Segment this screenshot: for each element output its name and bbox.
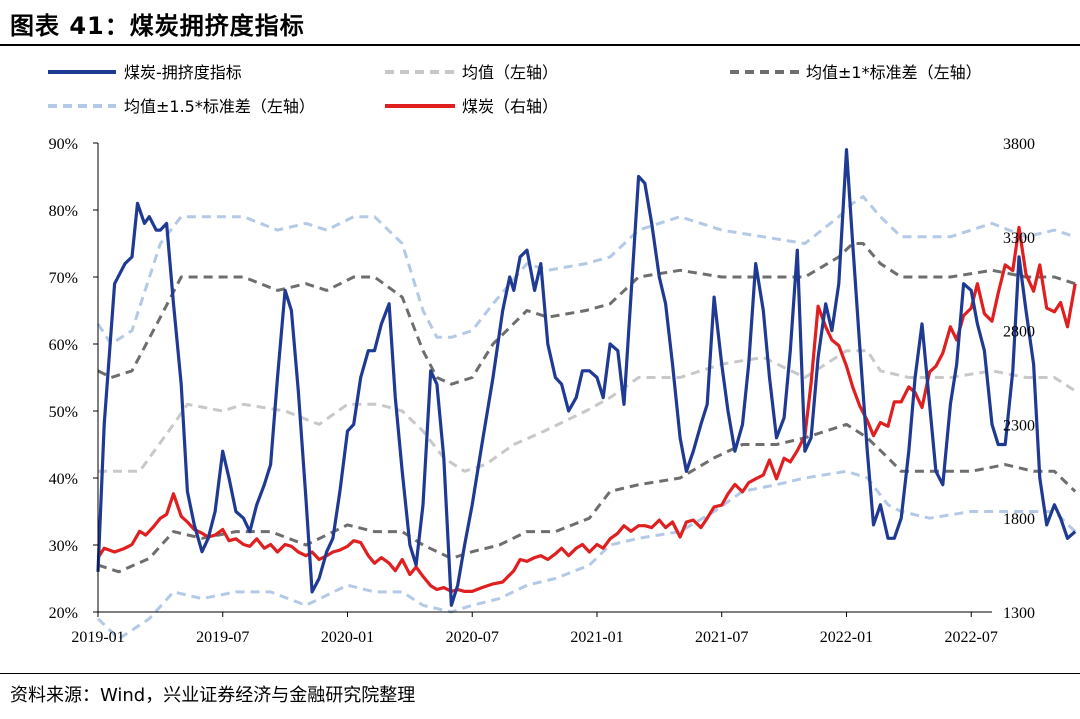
y-left-tick-label: 20% (49, 605, 78, 622)
y-right-tick-label: 3800 (1003, 136, 1035, 153)
x-tick-label: 2022-07 (945, 629, 998, 646)
legend-label: 均值±1.5*标准差（左轴） (124, 97, 315, 116)
y-left-tick-label: 80% (49, 203, 78, 220)
x-tick-label: 2019-01 (71, 629, 124, 646)
y-left-tick-label: 70% (49, 270, 78, 287)
y-left-tick-label: 60% (49, 337, 78, 354)
legend-label: 均值±1*标准差（左轴） (806, 63, 982, 82)
series-line-mean (98, 349, 1077, 473)
footer-rule (0, 673, 1080, 674)
legend-item-mean-1-5std: 均值±1.5*标准差（左轴） (48, 97, 315, 116)
title-rule (0, 44, 1080, 46)
x-tick-label: 2020-01 (321, 629, 374, 646)
series-line-mean-1std-lower (97, 422, 1077, 574)
legend-item-coal-crowding: 煤炭-拥挤度指标 (48, 63, 242, 82)
y-right-tick-label: 2800 (1003, 324, 1035, 341)
series-line-mean-1-5std-upper (96, 195, 1076, 346)
y-right-tick-label: 2300 (1003, 417, 1035, 434)
series-line-mean-1std-upper (97, 242, 1076, 386)
plot-area (96, 148, 1077, 641)
y-left-tick-label: 90% (49, 136, 78, 153)
y-right-tick-label: 3300 (1003, 230, 1035, 247)
x-tick-label: 2022-01 (820, 629, 873, 646)
legend-label: 均值（左轴） (462, 63, 558, 82)
x-tick-label: 2019-07 (196, 629, 249, 646)
legend-item-coal-price: 煤炭（右轴） (385, 97, 558, 116)
legend: 煤炭-拥挤度指标 均值（左轴） 均值±1*标准差（左轴） 均值±1.5*标准差（… (48, 63, 982, 116)
chart: 煤炭-拥挤度指标 均值（左轴） 均值±1*标准差（左轴） 均值±1.5*标准差（… (48, 63, 1077, 646)
legend-item-mean: 均值（左轴） (385, 63, 558, 82)
x-tick-label: 2021-01 (570, 629, 623, 646)
series-line-mean-1-5std-lower (96, 469, 1077, 641)
axes: 20% 30% 40% 50% 60% 70% 80% 90% 1300 1800 2300 2800… (49, 136, 1035, 646)
legend-label: 煤炭（右轴） (462, 97, 558, 116)
y-left-tick-label: 50% (49, 404, 78, 421)
legend-item-mean-1std: 均值±1*标准差（左轴） (730, 63, 982, 82)
x-tick-label: 2020-07 (446, 629, 499, 646)
y-right-tick-label: 1300 (1003, 605, 1035, 622)
source-note: 资料来源：Wind，兴业证券经济与金融研究院整理 (10, 685, 416, 706)
y-left-tick-label: 30% (49, 538, 78, 555)
figure-title: 图表 41：煤炭拥挤度指标 (10, 12, 305, 40)
x-tick-label: 2021-07 (695, 629, 748, 646)
y-right-tick-label: 1800 (1003, 511, 1035, 528)
legend-label: 煤炭-拥挤度指标 (124, 63, 242, 82)
y-left-tick-label: 40% (49, 471, 78, 488)
series-line-coal-crowding (96, 148, 1077, 607)
